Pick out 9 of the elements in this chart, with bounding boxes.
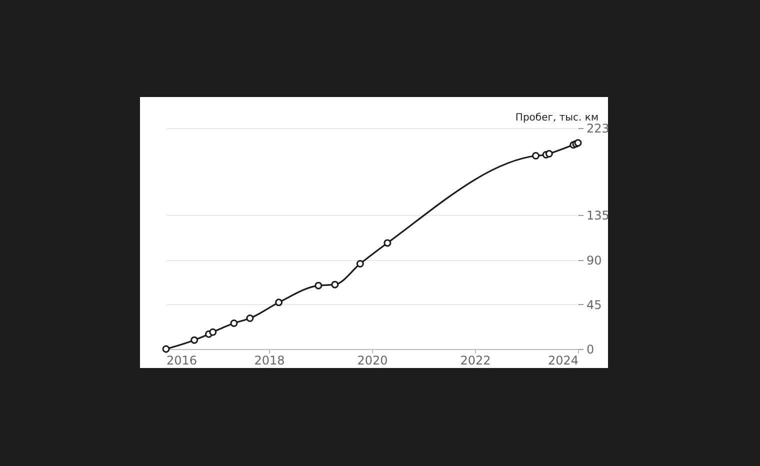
y-tick-label: 90 <box>586 253 602 268</box>
x-tick-label: 2020 <box>357 354 388 368</box>
x-tick-label: 2018 <box>254 354 285 368</box>
y-tick-label: 0 <box>586 342 594 356</box>
y-tick-label: 45 <box>586 298 602 312</box>
y-axis-title: Пробег, тыс. км <box>515 112 598 124</box>
x-tick-label: 2016 <box>166 354 198 368</box>
x-tick-label: 2024 <box>548 354 578 368</box>
x-tick-label: 2022 <box>460 354 491 368</box>
